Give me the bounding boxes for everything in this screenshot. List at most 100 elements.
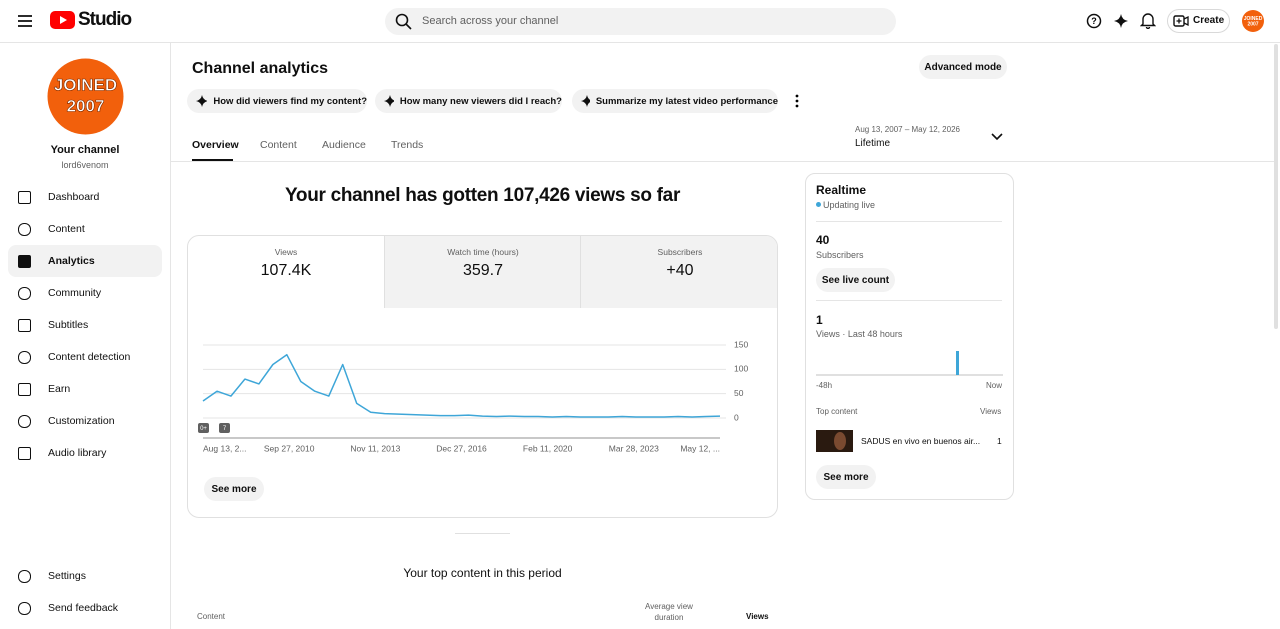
nav-item[interactable]: Subtitles [48, 319, 89, 331]
spark-icon [581, 95, 590, 107]
metric-label: Subscribers [657, 247, 703, 257]
nav-icon[interactable] [18, 223, 31, 236]
channel-avatar[interactable]: JOINED 2007 [47, 58, 124, 135]
page-title: Channel analytics [192, 60, 329, 77]
nav-icon[interactable] [18, 191, 31, 204]
prompt-chip[interactable]: How did viewers find my content? [187, 89, 367, 113]
subscriber-count: 40 [816, 233, 830, 247]
nav-icon[interactable] [18, 570, 31, 583]
marker-badge [198, 423, 209, 433]
realtime-title: Realtime [816, 183, 867, 197]
x-tick-label: Sep 27, 2010 [264, 443, 315, 453]
metric-value[interactable]: 107.4K [260, 262, 312, 279]
logo-text[interactable]: Studio [78, 9, 132, 30]
nav-item[interactable]: Content [48, 223, 85, 235]
tab[interactable]: Content [260, 139, 297, 151]
prompt-text: How many new viewers did I reach? [399, 95, 562, 107]
channel-handle: lord6venom [61, 160, 109, 170]
y-tick-label: 150 [734, 339, 748, 349]
nav-item[interactable]: Settings [48, 570, 86, 582]
views-48h: 1 [816, 313, 823, 327]
spark-icon [384, 95, 394, 107]
tabs-divider [171, 161, 1275, 162]
nav-icon[interactable] [18, 447, 31, 460]
more-icon[interactable] [790, 93, 804, 109]
avatar-text: 2007 [1247, 21, 1258, 27]
column-header: Content [197, 612, 226, 621]
y-tick-label: 100 [734, 364, 748, 374]
tab[interactable]: Audience [322, 139, 366, 151]
x-tick-label: Feb 11, 2020 [523, 443, 573, 453]
x-tick-label: Aug 13, 2... [203, 443, 246, 453]
see-live-count-button[interactable]: See live count [816, 268, 895, 292]
top-item-views: 1 [997, 436, 1002, 446]
metric-value[interactable]: 359.7 [462, 262, 504, 279]
views-48h-label: Views · Last 48 hours [816, 329, 903, 339]
tab-underline [192, 159, 233, 161]
marker-text: 0+ [200, 426, 207, 432]
help-icon[interactable]: ? [1086, 13, 1102, 29]
axis-start: -48h [816, 381, 833, 390]
column-header: Average view duration [645, 602, 693, 622]
x-tick-label: May 12, ... [680, 443, 720, 453]
prompt-text: Summarize my latest video performance [595, 95, 778, 107]
marker-badge [219, 423, 230, 433]
nav-icon[interactable] [18, 415, 31, 428]
separator [455, 533, 510, 534]
bell-icon[interactable] [1140, 12, 1156, 29]
live-dot [816, 202, 821, 207]
nav-icon[interactable] [18, 383, 31, 396]
realtime-bar [956, 351, 959, 375]
ai-icon[interactable] [1113, 13, 1129, 29]
top-content-heading: Your top content in this period [403, 566, 562, 580]
nav-icon[interactable] [18, 255, 31, 268]
nav-item[interactable]: Send feedback [48, 602, 119, 614]
prompt-chip[interactable]: How many new viewers did I reach? [375, 89, 562, 113]
metric-label: Views [274, 247, 298, 257]
divider [816, 221, 1002, 222]
logo-icon[interactable] [50, 11, 75, 29]
nav-item[interactable]: Analytics [48, 255, 95, 267]
top-bar [0, 0, 1280, 43]
y-tick-label: 50 [734, 388, 744, 398]
nav-item[interactable]: Content detection [48, 351, 131, 363]
create-button[interactable] [1167, 9, 1230, 33]
nav-icon[interactable] [18, 319, 31, 332]
date-range: Aug 13, 2007 – May 12, 2026 [855, 125, 960, 134]
see-more-button[interactable]: See more [816, 465, 876, 489]
nav-icon[interactable] [18, 287, 31, 300]
search-box[interactable] [385, 8, 896, 35]
realtime-chart [816, 351, 1003, 376]
avatar-text: JOINED [1244, 16, 1263, 22]
nav-icon[interactable] [18, 602, 31, 615]
dropdown-icon[interactable] [990, 132, 1004, 142]
tab[interactable]: Trends [391, 139, 424, 151]
nav-item[interactable]: Customization [48, 415, 115, 427]
realtime-card [805, 173, 1014, 500]
tab[interactable]: Overview [192, 139, 239, 151]
search-placeholder: Search across your channel [422, 15, 559, 27]
video-thumbnail[interactable] [816, 430, 853, 452]
avatar-text: JOINED [54, 75, 117, 94]
y-tick-label: 0 [734, 412, 739, 422]
nav-item[interactable]: Dashboard [48, 191, 100, 203]
prompt-chip[interactable]: Summarize my latest video performance [572, 89, 778, 113]
nav-icon[interactable] [18, 351, 31, 364]
nav-item[interactable]: Audio library [48, 447, 107, 459]
see-more-button[interactable]: See more [204, 477, 264, 501]
nav-item[interactable]: Earn [48, 383, 71, 395]
x-tick-label: Nov 11, 2013 [350, 443, 400, 453]
metric-value[interactable]: +40 [666, 262, 694, 279]
nav-item[interactable]: Community [48, 287, 102, 299]
spark-icon [196, 95, 208, 107]
divider [816, 300, 1002, 301]
top-item-title[interactable]: SADUS en vivo en buenos air... [861, 436, 981, 446]
headline: Your channel has gotten 107,426 views so… [284, 185, 681, 206]
prompt-text: How did viewers find my content? [213, 95, 367, 107]
top-content-label: Top content [816, 407, 858, 416]
advanced-mode-button[interactable]: Advanced mode [919, 55, 1007, 79]
scrollbar[interactable] [1274, 44, 1278, 329]
menu-icon[interactable] [16, 12, 34, 30]
